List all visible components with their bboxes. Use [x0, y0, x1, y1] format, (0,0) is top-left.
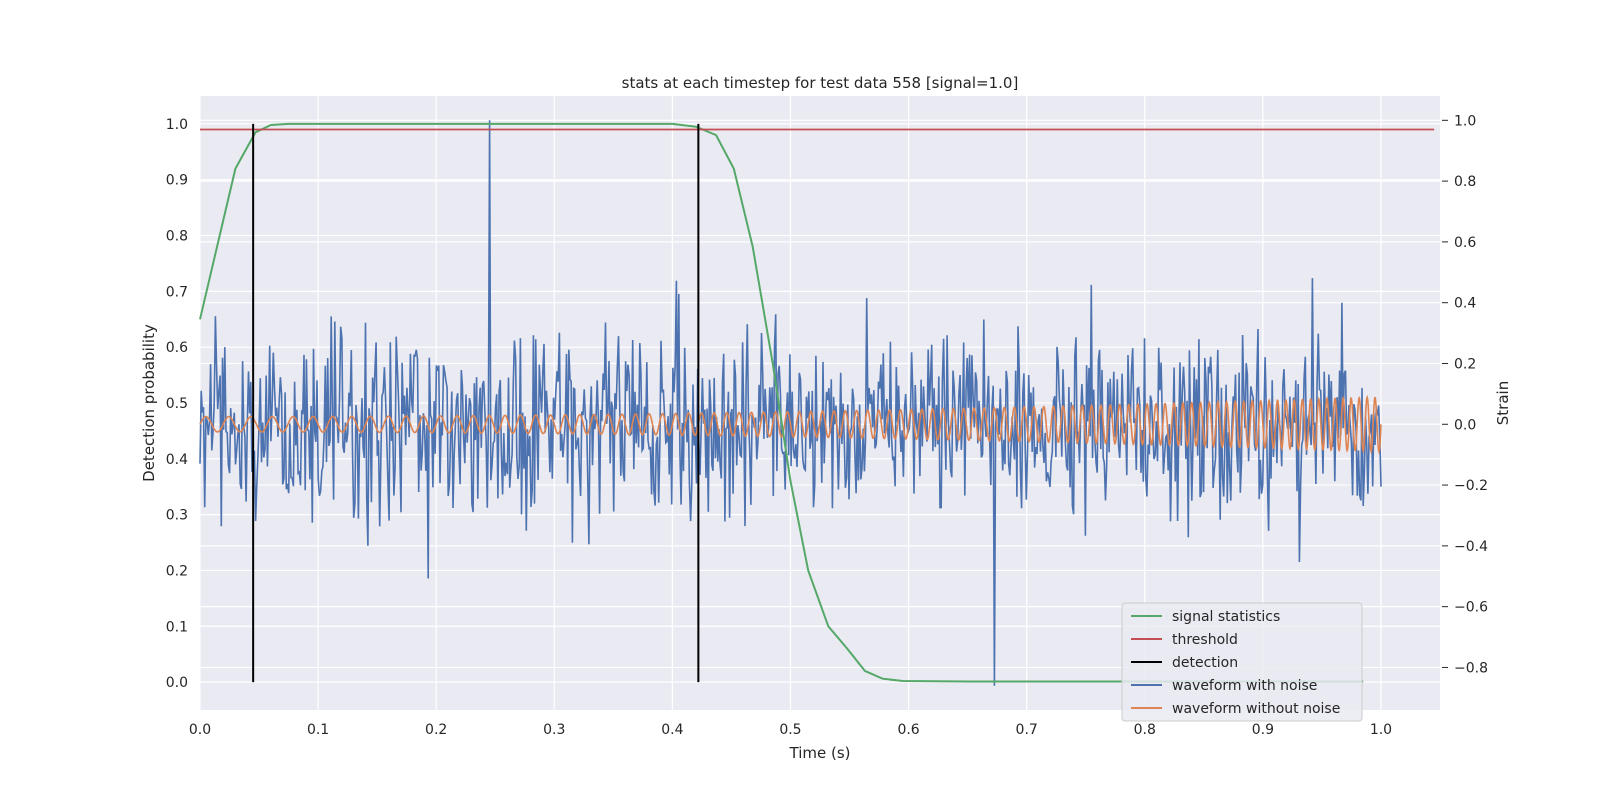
y-tick-label: 1.0	[166, 117, 188, 133]
y-tick-label: 0.8	[166, 229, 188, 245]
right-y-tick-labels: −0.8 −0.6 −0.4 −0.2 0.0 0.2 0.4 0.6 0.8 1.0	[1442, 113, 1488, 676]
right-y-axis-label: Strain	[1494, 381, 1512, 425]
y-tick-label: 0.4	[166, 452, 188, 468]
y-tick-label: 0.7	[166, 284, 188, 300]
legend-label-waveform-without-noise: waveform without noise	[1172, 701, 1340, 717]
detection-series	[252, 123, 700, 683]
x-tick-label: 1.0	[1370, 722, 1392, 738]
x-tick-label: 0.9	[1252, 722, 1274, 738]
grid-lines	[199, 96, 1440, 710]
legend: signal statistics threshold detection wa…	[1121, 602, 1363, 722]
right-y-tick-label: −0.4	[1454, 539, 1488, 555]
y-tick-label: 0.2	[166, 563, 188, 579]
waveform-without-noise-line	[199, 394, 1382, 455]
y-tick-labels: 0.0 0.1 0.2 0.3 0.4 0.5 0.6 0.7 0.8 0.9 1.0	[166, 117, 188, 691]
y-axis-label: Detection probability	[140, 324, 158, 482]
x-tick-label: 0.0	[189, 722, 211, 738]
x-axis-label: Time (s)	[789, 744, 851, 762]
legend-label-waveform-with-noise: waveform with noise	[1172, 678, 1317, 694]
right-y-tick-label: 0.2	[1454, 356, 1476, 372]
x-tick-label: 0.5	[779, 722, 801, 738]
x-tick-labels: 0.0 0.1 0.2 0.3 0.4 0.5 0.6 0.7 0.8 0.9 1.0	[189, 722, 1392, 738]
right-y-tick-label: 0.0	[1454, 417, 1476, 433]
right-y-tick-label: 0.8	[1454, 174, 1476, 190]
x-tick-label: 0.3	[543, 722, 565, 738]
right-y-tick-label: 0.6	[1454, 235, 1476, 251]
y-tick-label: 0.5	[166, 396, 188, 412]
y-tick-label: 0.6	[166, 340, 188, 356]
right-y-tick-label: 1.0	[1454, 113, 1476, 129]
legend-box	[1121, 602, 1363, 722]
signal-statistics-line	[199, 122, 1364, 683]
right-y-tick-label: −0.2	[1454, 478, 1488, 494]
y-tick-label: 0.1	[166, 619, 188, 635]
waveform-with-noise-line	[199, 120, 1382, 686]
x-tick-label: 0.2	[425, 722, 447, 738]
right-y-tick-label: −0.8	[1454, 660, 1488, 676]
chart-title: stats at each timestep for test data 558…	[622, 74, 1019, 92]
legend-label-detection: detection	[1172, 655, 1238, 671]
right-y-tick-label: 0.4	[1454, 296, 1476, 312]
y-tick-label: 0.0	[166, 675, 188, 691]
x-tick-label: 0.7	[1016, 722, 1038, 738]
legend-label-signal-statistics: signal statistics	[1172, 609, 1280, 625]
x-tick-label: 0.1	[307, 722, 329, 738]
signal-statistics-series	[199, 122, 1364, 683]
y-tick-label: 0.9	[166, 173, 188, 189]
x-tick-label: 0.8	[1134, 722, 1156, 738]
waveform-without-noise-series	[199, 394, 1382, 455]
x-tick-label: 0.4	[661, 722, 683, 738]
legend-label-threshold: threshold	[1172, 632, 1238, 648]
y-tick-label: 0.3	[166, 508, 188, 524]
right-y-tick-label: −0.6	[1454, 600, 1488, 616]
x-tick-label: 0.6	[897, 722, 919, 738]
waveform-with-noise-series	[199, 120, 1382, 686]
